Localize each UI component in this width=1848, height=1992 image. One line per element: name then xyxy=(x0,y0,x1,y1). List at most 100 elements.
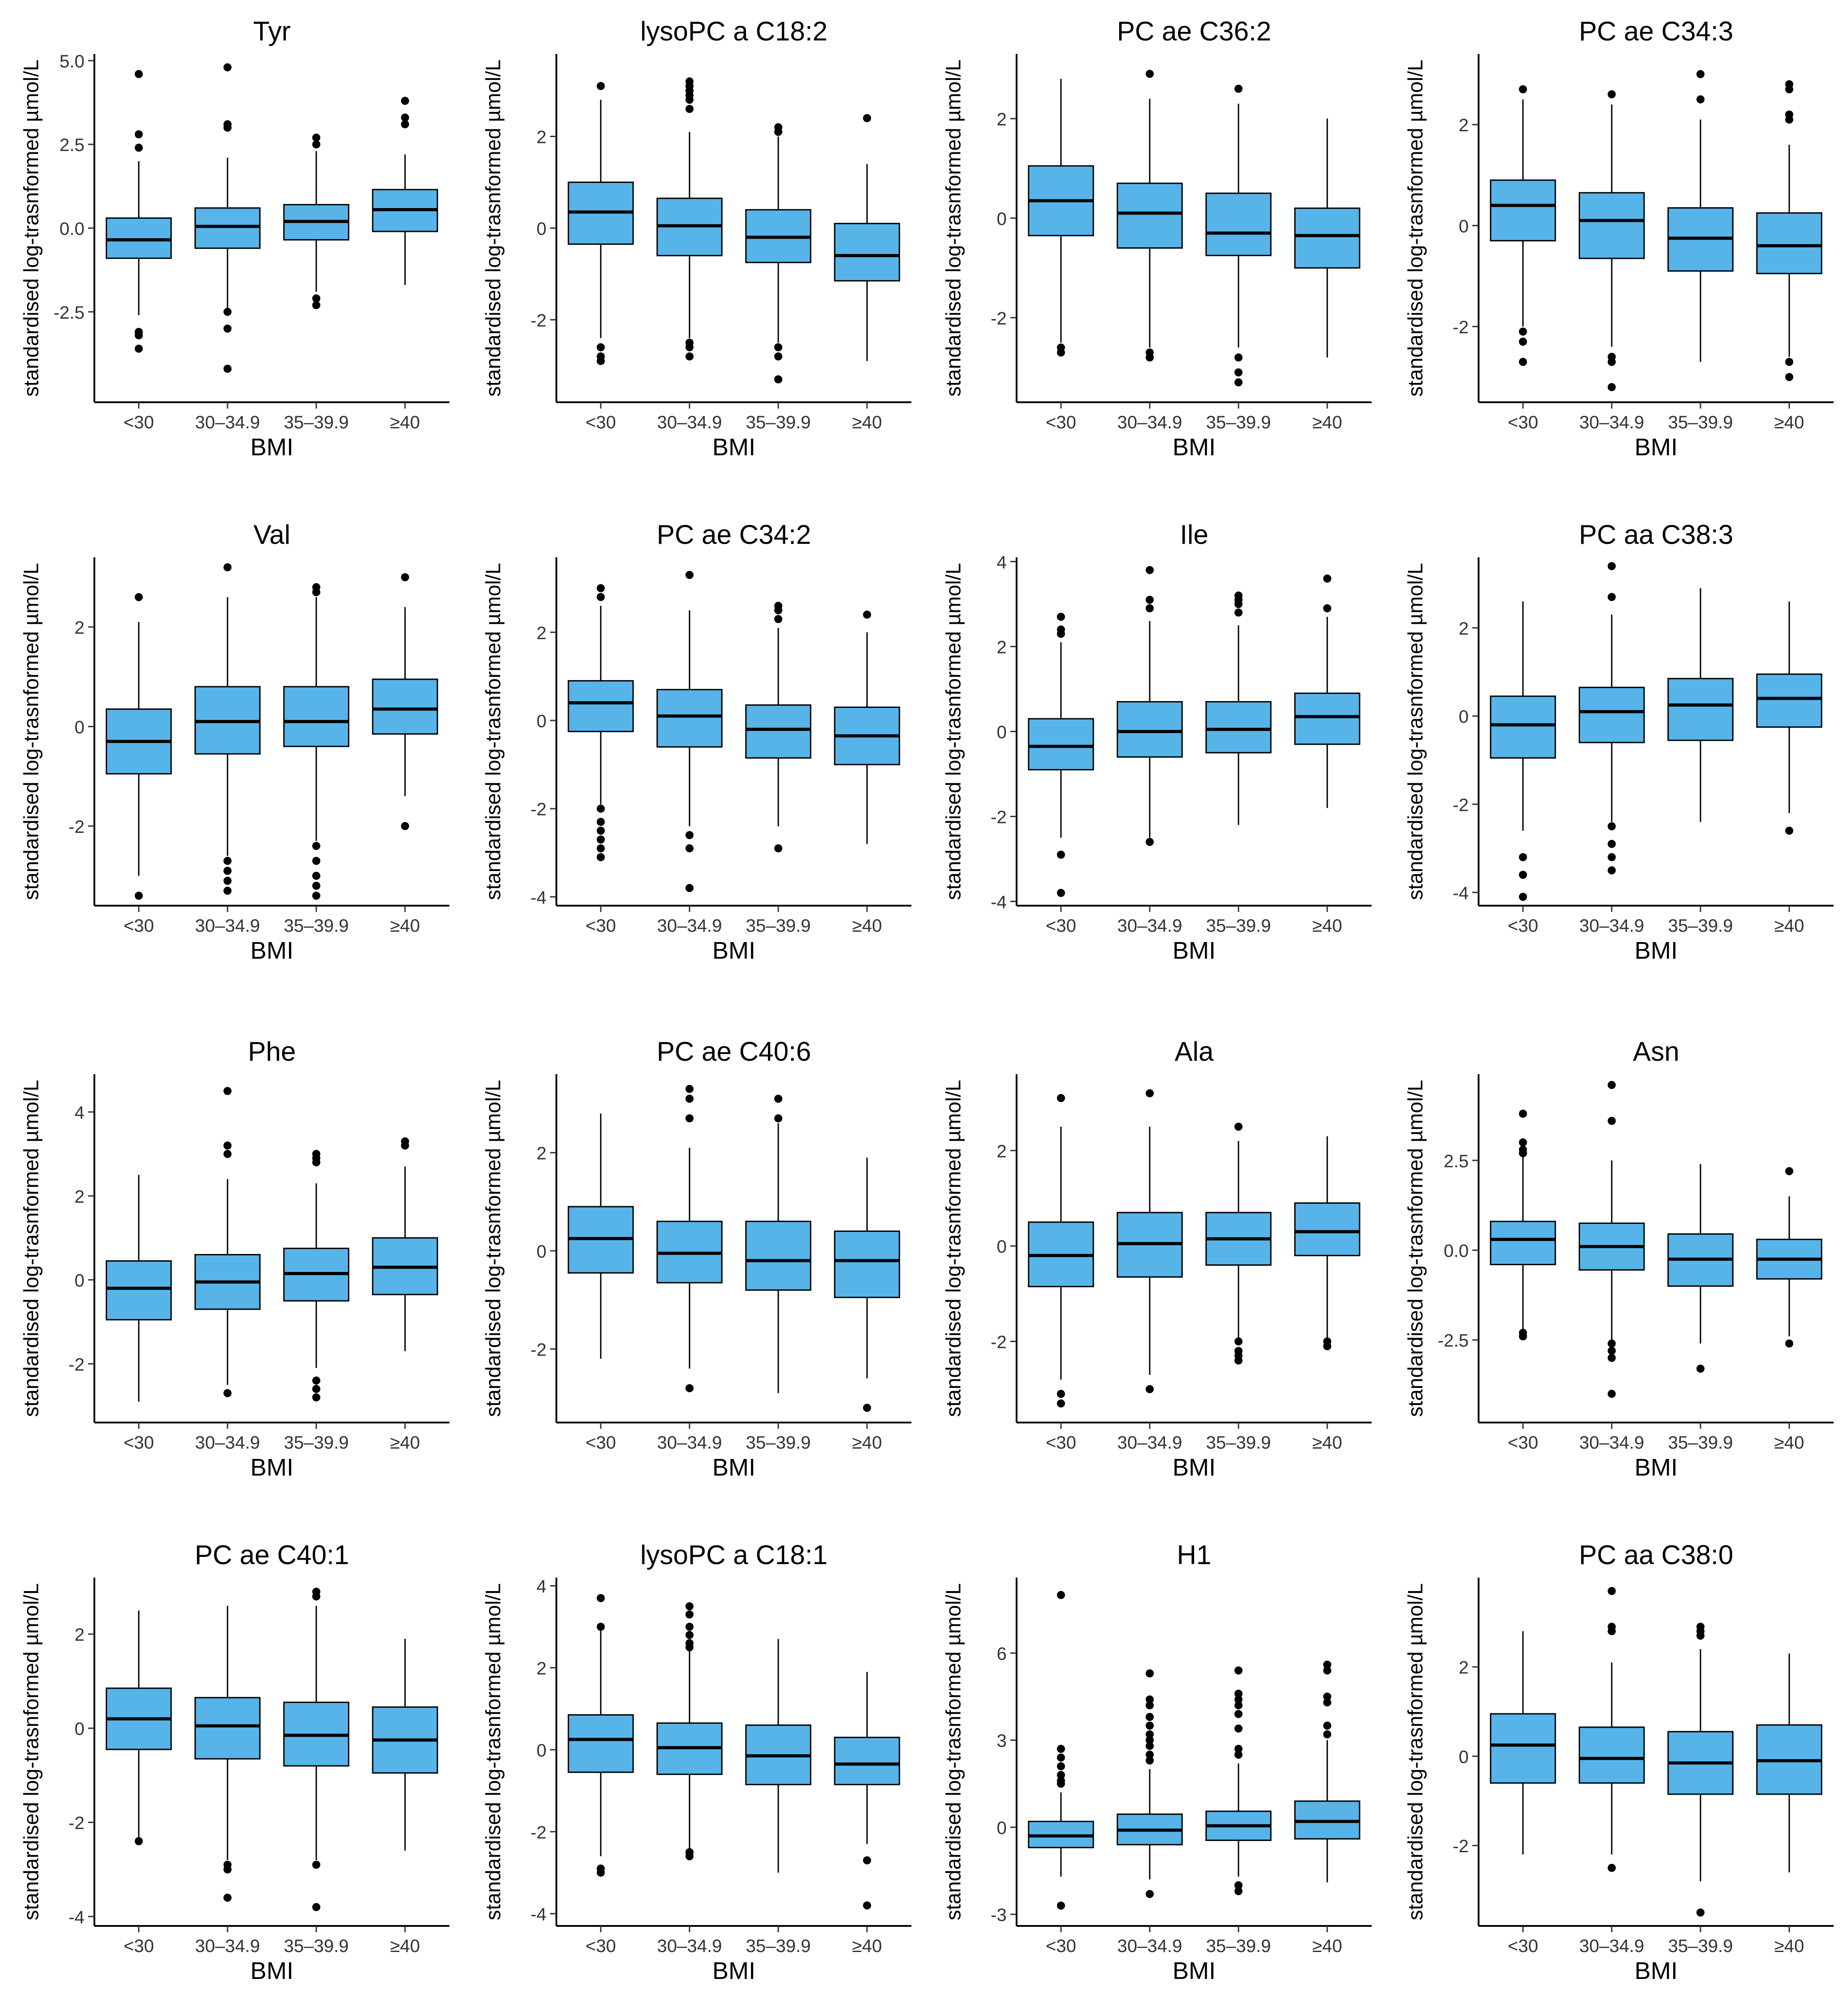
outlier-point xyxy=(1323,1692,1332,1701)
panel-title: Val xyxy=(253,520,290,550)
outlier-point xyxy=(1519,327,1527,336)
panel-asn: Asn standardised log-trasnformed µmol/L -2… xyxy=(1404,1036,1834,1481)
iqr-box xyxy=(194,1697,261,1760)
outlier-point xyxy=(1234,1695,1243,1704)
box-4 xyxy=(1294,1660,1360,1883)
outlier-point xyxy=(223,63,232,71)
box-4 xyxy=(834,114,900,361)
outlier-point xyxy=(685,571,694,579)
box-3 xyxy=(1667,1623,1734,1917)
box-4 xyxy=(1294,118,1360,358)
y-tick-label: 0 xyxy=(537,1242,546,1262)
outlier-point xyxy=(1323,574,1332,583)
outlier-point xyxy=(312,301,320,309)
panel-h1: H1 standardised log-trasnformed µmol/L -3 0… xyxy=(942,1540,1372,1984)
y-tick-label: 0 xyxy=(537,711,546,731)
box-2 xyxy=(656,1085,723,1392)
x-tick-label: <30 xyxy=(1508,916,1538,936)
outlier-point xyxy=(312,1385,320,1393)
panel-title: Phe xyxy=(248,1036,296,1067)
outlier-point xyxy=(1234,84,1243,93)
outlier-point xyxy=(1146,1695,1154,1704)
outlier-point xyxy=(685,844,694,853)
outlier-point xyxy=(1608,593,1616,601)
x-tick-label: 35–39.9 xyxy=(1206,916,1271,936)
iqr-box xyxy=(194,207,261,249)
outlier-point xyxy=(1519,1138,1527,1147)
outlier-point xyxy=(134,593,143,601)
box-2 xyxy=(656,1602,723,1860)
outlier-point xyxy=(1608,822,1616,831)
y-axis-label: standardised log-trasnformed µmol/L xyxy=(481,59,505,396)
x-tick-label: 30–34.9 xyxy=(1117,1433,1182,1453)
box-1 xyxy=(1028,1094,1094,1408)
x-tick-label: 35–39.9 xyxy=(746,1936,811,1956)
box-4 xyxy=(834,1157,900,1412)
outlier-point xyxy=(312,891,320,900)
outlier-point xyxy=(596,82,605,90)
iqr-box xyxy=(1490,1221,1556,1265)
outlier-point xyxy=(596,343,605,351)
outlier-point xyxy=(223,325,232,333)
x-axis-label: BMI xyxy=(712,434,755,461)
y-tick-label: 2.5 xyxy=(59,135,84,155)
outlier-point xyxy=(774,352,782,361)
outlier-point xyxy=(1785,373,1794,381)
outlier-point xyxy=(1146,1089,1154,1098)
y-tick-label: 5.0 xyxy=(59,52,84,71)
x-tick-label: <30 xyxy=(124,1433,154,1453)
outlier-point xyxy=(685,1852,694,1860)
outlier-point xyxy=(596,835,605,844)
y-tick-label: -2 xyxy=(68,1355,84,1374)
outlier-point xyxy=(1519,871,1527,879)
box-3 xyxy=(283,583,350,900)
x-tick-label: 30–34.9 xyxy=(195,1433,260,1453)
outlier-point xyxy=(1234,1724,1243,1733)
outlier-point xyxy=(774,1094,782,1103)
iqr-box xyxy=(1294,692,1360,745)
y-tick-label: 4 xyxy=(537,1577,546,1596)
box-1 xyxy=(1028,79,1094,357)
outlier-point xyxy=(596,844,605,853)
box-3 xyxy=(1205,1666,1272,1895)
outlier-point xyxy=(223,1894,232,1902)
box-2 xyxy=(656,571,723,892)
box-2 xyxy=(194,1605,261,1902)
x-tick-label: 30–34.9 xyxy=(1579,1433,1644,1453)
panel-pc-ae-c34-2: PC ae C34:2 standardised log-trasnformed … xyxy=(481,520,911,964)
x-tick-label: 30–34.9 xyxy=(195,413,260,432)
outlier-point xyxy=(685,105,694,113)
x-axis-label: BMI xyxy=(1173,1454,1216,1481)
box-1 xyxy=(106,1610,172,1845)
outlier-point xyxy=(312,1592,320,1601)
y-axis-label: standardised log-trasnformed µmol/L xyxy=(1404,1583,1427,1920)
x-tick-label: 30–34.9 xyxy=(1117,916,1182,936)
outlier-point xyxy=(223,867,232,875)
x-tick-label: <30 xyxy=(1046,1936,1076,1956)
y-axis-label: standardised log-trasnformed µmol/L xyxy=(19,59,43,396)
outlier-point xyxy=(223,1150,232,1158)
outlier-point xyxy=(1057,1779,1065,1788)
box-1 xyxy=(1490,85,1556,366)
outlier-point xyxy=(1608,562,1616,570)
outlier-point xyxy=(312,857,320,865)
outlier-point xyxy=(134,891,143,900)
outlier-point xyxy=(863,1901,871,1910)
iqr-box xyxy=(1116,182,1183,249)
outlier-point xyxy=(863,114,871,122)
box-4 xyxy=(1294,1136,1360,1351)
outlier-point xyxy=(1608,1347,1616,1355)
outlier-point xyxy=(596,805,605,813)
outlier-point xyxy=(1608,1339,1616,1348)
y-tick-label: 4 xyxy=(997,552,1007,572)
panel-lysopc-a-c18-2: lysoPC a C18:2 standardised log-trasnform… xyxy=(481,16,911,461)
x-tick-label: <30 xyxy=(1508,1936,1538,1956)
outlier-point xyxy=(223,876,232,885)
y-tick-label: -2.5 xyxy=(53,303,84,323)
iqr-box xyxy=(834,1230,900,1298)
iqr-box xyxy=(834,222,900,282)
outlier-point xyxy=(1146,1701,1154,1710)
x-tick-label: ≥40 xyxy=(390,1936,420,1956)
outlier-point xyxy=(1519,1109,1527,1118)
outlier-point xyxy=(1057,630,1065,638)
